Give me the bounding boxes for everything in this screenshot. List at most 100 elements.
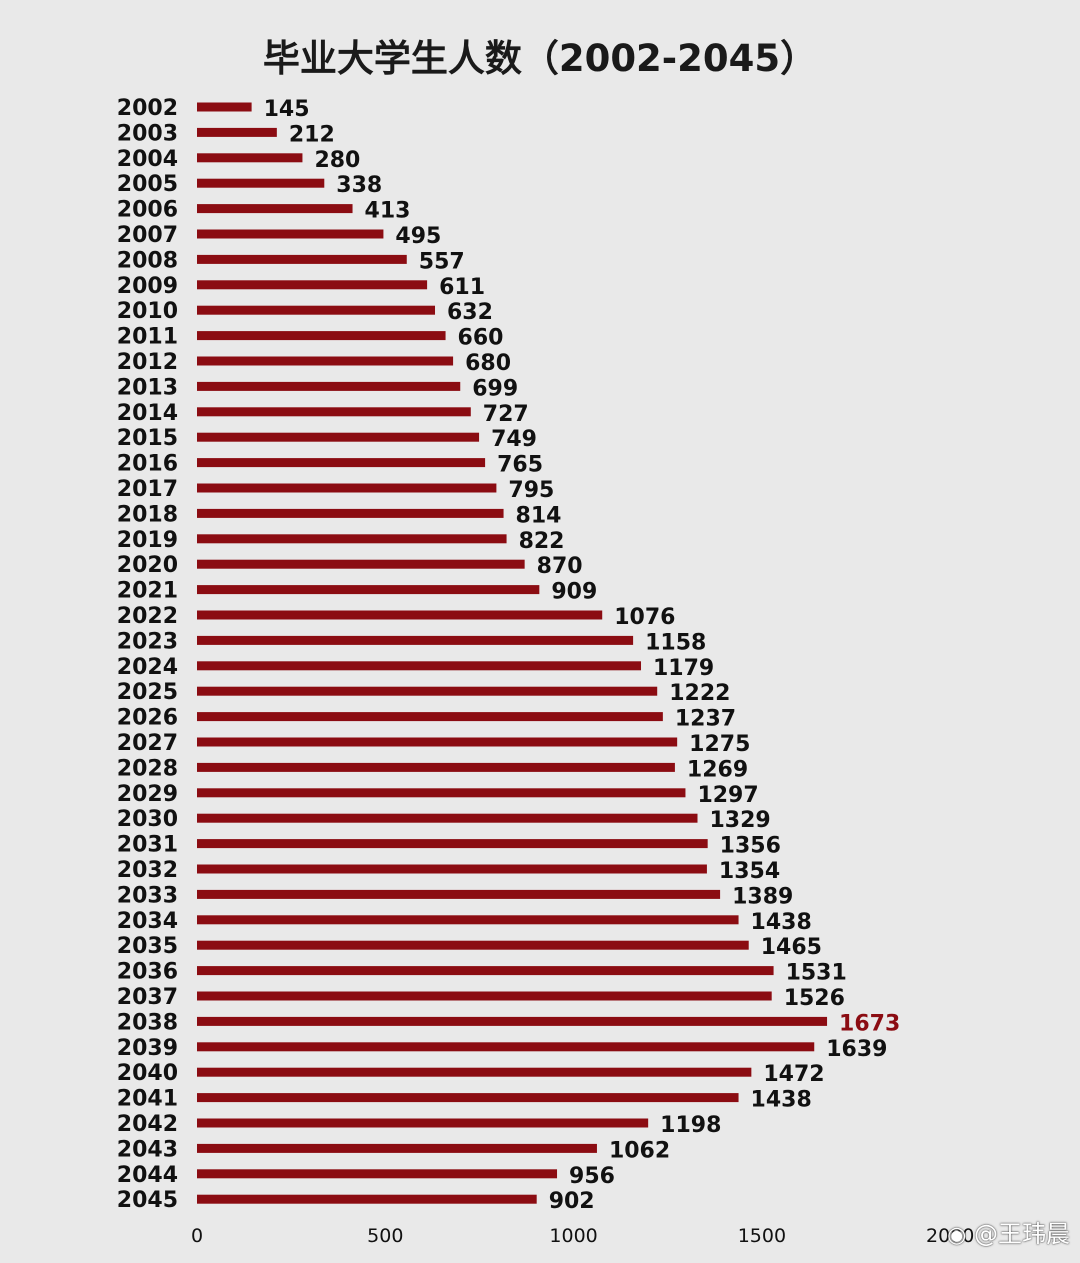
data-label: 495	[395, 224, 441, 249]
y-tick-label: 2045	[117, 1188, 178, 1213]
y-tick-label: 2002	[117, 96, 178, 121]
bar	[197, 280, 428, 290]
y-tick-label: 2024	[117, 655, 178, 680]
y-tick-label: 2043	[117, 1137, 178, 1162]
y-tick-label: 2027	[117, 731, 178, 756]
bar	[197, 483, 497, 493]
bar	[197, 940, 749, 950]
data-label: 727	[483, 402, 529, 427]
bar	[197, 737, 678, 747]
y-tick-label: 2030	[117, 807, 178, 832]
y-tick-label: 2004	[117, 147, 178, 172]
bar	[197, 585, 540, 595]
y-tick-label: 2032	[117, 858, 178, 883]
data-label: 632	[447, 300, 493, 325]
data-label: 1673	[839, 1011, 900, 1036]
y-tick-label: 2007	[117, 223, 178, 248]
bar	[197, 889, 721, 899]
data-label: 1179	[653, 656, 714, 681]
y-tick-label: 2037	[117, 985, 178, 1010]
data-label: 1275	[689, 732, 750, 757]
bar	[197, 864, 707, 874]
bar	[197, 1169, 558, 1179]
y-tick-label: 2033	[117, 883, 178, 908]
y-tick-label: 2012	[117, 350, 178, 375]
bar	[197, 1143, 597, 1153]
y-tick-label: 2013	[117, 375, 178, 400]
y-tick-label: 2035	[117, 934, 178, 959]
data-label: 1354	[719, 859, 780, 884]
y-tick-label: 2008	[117, 248, 178, 273]
bar	[197, 153, 303, 163]
bar	[197, 559, 525, 569]
bar	[197, 102, 252, 112]
data-label: 1158	[645, 630, 706, 655]
data-label: 1237	[675, 707, 736, 732]
bar	[197, 356, 454, 366]
data-label: 212	[289, 122, 335, 147]
bar	[197, 966, 774, 976]
bar	[197, 1016, 828, 1026]
y-tick-label: 2011	[117, 325, 178, 350]
data-label: 795	[508, 478, 554, 503]
y-tick-label: 2006	[117, 198, 178, 223]
bar	[197, 1067, 752, 1077]
data-label: 909	[551, 580, 597, 605]
data-label: 1222	[669, 681, 730, 706]
y-tick-label: 2016	[117, 452, 178, 477]
data-label: 1269	[687, 757, 748, 782]
y-tick-label: 2010	[117, 299, 178, 324]
data-label: 870	[537, 554, 583, 579]
data-label: 338	[336, 173, 382, 198]
y-tick-label: 2022	[117, 604, 178, 629]
data-label: 822	[519, 529, 565, 554]
y-tick-label: 2044	[117, 1163, 178, 1188]
data-label: 1438	[751, 1088, 812, 1113]
data-label: 611	[439, 275, 485, 300]
bar	[197, 788, 686, 798]
y-tick-label: 2014	[117, 401, 178, 426]
bar	[197, 178, 325, 188]
y-tick-label: 2039	[117, 1036, 178, 1061]
bar	[197, 458, 486, 468]
bar	[197, 534, 507, 544]
data-label: 1531	[786, 961, 847, 986]
y-tick-label: 2026	[117, 706, 178, 731]
bar	[197, 635, 634, 645]
bar	[197, 610, 603, 620]
y-tick-label: 2005	[117, 172, 178, 197]
y-tick-label: 2029	[117, 782, 178, 807]
y-tick-label: 2015	[117, 426, 178, 451]
data-label: 1297	[697, 783, 758, 808]
bar	[197, 204, 353, 214]
bar	[197, 254, 407, 264]
y-tick-label: 2040	[117, 1061, 178, 1086]
data-label: 1526	[784, 986, 845, 1011]
y-tick-label: 2031	[117, 833, 178, 858]
y-tick-label: 2038	[117, 1010, 178, 1035]
data-label: 956	[569, 1164, 615, 1189]
data-label: 765	[497, 453, 543, 478]
data-label: 1438	[751, 910, 812, 935]
data-label: 1198	[660, 1113, 721, 1138]
bar	[197, 813, 698, 823]
y-tick-label: 2021	[117, 579, 178, 604]
data-label: 413	[365, 199, 411, 224]
bar	[197, 991, 772, 1001]
y-tick-label: 2028	[117, 756, 178, 781]
bar	[197, 839, 708, 849]
data-label: 1639	[826, 1037, 887, 1062]
data-label: 145	[264, 97, 310, 122]
data-label: 1472	[763, 1062, 824, 1087]
bar	[197, 1118, 649, 1128]
bar	[197, 686, 658, 696]
bar	[197, 407, 471, 417]
y-tick-label: 2042	[117, 1112, 178, 1137]
bar	[197, 661, 642, 671]
y-tick-label: 2041	[117, 1087, 178, 1112]
bar	[197, 508, 504, 518]
x-tick-label: 2000	[926, 1225, 974, 1247]
bar	[197, 305, 436, 315]
